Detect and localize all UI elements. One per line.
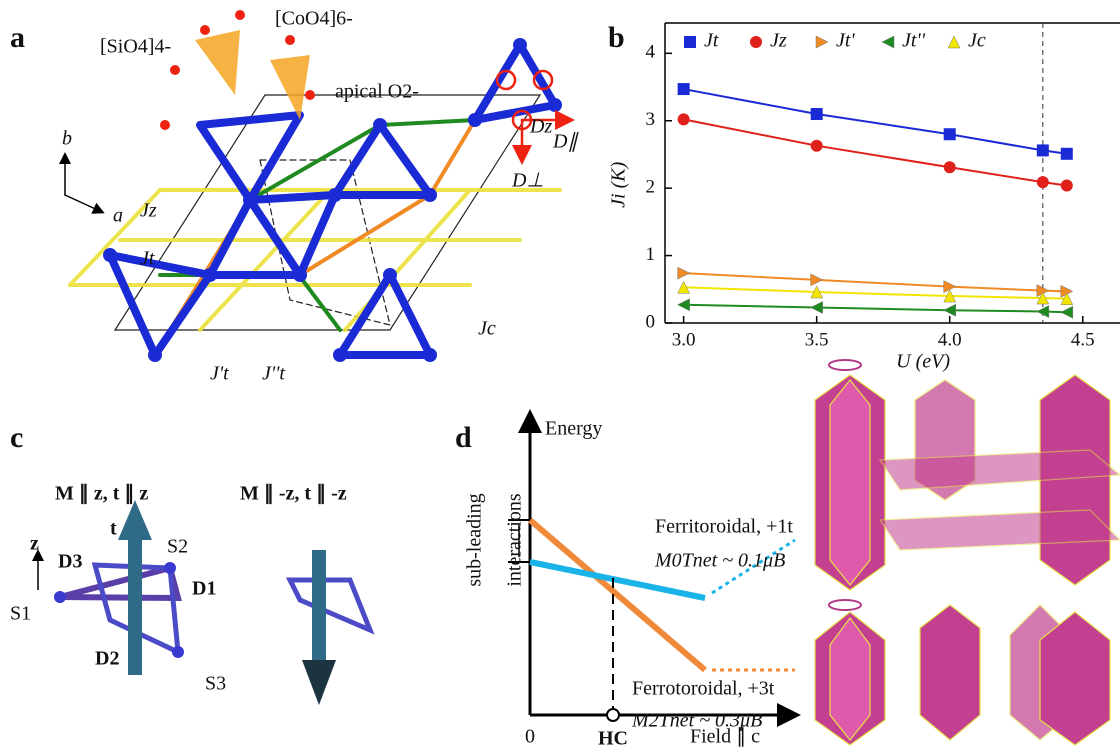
label: D3 [58, 551, 82, 573]
marker [810, 139, 823, 152]
x-tick-label: 3.0 [672, 329, 696, 350]
energy-diagram [508, 409, 801, 727]
marker [943, 128, 956, 141]
marker [810, 108, 823, 121]
label: S1 [10, 603, 31, 625]
y-tick-label: 4 [646, 42, 656, 63]
axis-label: a [113, 205, 123, 227]
legend-label: Jt [704, 30, 719, 52]
polyhedra [814, 359, 1120, 746]
marker [677, 280, 691, 294]
label: J't [210, 363, 229, 385]
label: apical O2- [335, 81, 419, 103]
x-tick-label: 3.5 [805, 329, 829, 350]
legend-marker [881, 35, 895, 49]
marker [1036, 305, 1050, 318]
label: Jt [140, 248, 155, 270]
label: [SiO4]4- [100, 36, 171, 58]
label: HC [598, 728, 628, 750]
label: 0 [525, 726, 535, 748]
panel-label: b [608, 21, 625, 54]
legend-marker [815, 35, 829, 49]
label: M2Tnet ~ 0.3μB [631, 710, 762, 732]
marker [1036, 176, 1049, 189]
label: M0Tnet ~ 0.1μB [654, 550, 785, 572]
marker [943, 289, 957, 303]
label: sub-leading [464, 493, 486, 586]
marker [677, 298, 690, 312]
marker [1036, 144, 1049, 157]
x-axis-label: U (eV) [896, 351, 950, 373]
label: D⊥ [511, 170, 544, 192]
y-tick-label: 0 [646, 311, 656, 332]
marker [943, 161, 956, 174]
label: D2 [95, 648, 119, 670]
x-tick-label: 4.5 [1071, 329, 1095, 350]
x-tick-label: 4.0 [938, 329, 962, 350]
marker [1060, 179, 1073, 192]
marker [1060, 292, 1074, 305]
panel-label: d [455, 421, 472, 454]
legend-marker [684, 36, 696, 48]
label: interactions [504, 493, 526, 587]
chart: 0 1 2 3 4 3.0 3.5 4.0 4.5 U (eV) Ji (K) Jt Jz Jt' Jt''… [608, 22, 1120, 373]
label: z [30, 533, 39, 555]
axis-label: Field ∥ c [690, 726, 760, 748]
label: M ∥ z, t ∥ z [55, 483, 148, 505]
series-line [683, 303, 1067, 314]
label: S3 [205, 673, 226, 695]
legend-label: Jt'' [902, 30, 926, 52]
marker [1060, 305, 1074, 319]
legend-label: Jc [968, 30, 986, 52]
legend-label: Jt' [836, 30, 855, 52]
lattice [59, 10, 575, 362]
label: S2 [167, 536, 188, 558]
marker [677, 83, 690, 96]
label: t [110, 518, 117, 540]
panel-label: c [10, 421, 23, 454]
axis-label: b [62, 128, 72, 150]
series-line [683, 118, 1067, 187]
legend-label: Jz [770, 30, 787, 52]
marker [810, 285, 824, 299]
label: [CoO4]6- [275, 8, 353, 30]
marker [677, 113, 690, 126]
y-axis-label: Ji (K) [608, 161, 630, 207]
panel-label: a [10, 21, 25, 54]
marker [810, 273, 824, 287]
y-tick-label: 3 [646, 109, 656, 130]
label: D∥ [552, 131, 579, 153]
marker [1060, 147, 1073, 160]
label: D1 [192, 578, 216, 600]
series-line [683, 88, 1067, 155]
marker [1036, 291, 1050, 305]
spin-diagram [32, 500, 375, 705]
label: J''t [262, 363, 285, 385]
y-tick-label: 1 [646, 244, 656, 265]
axis-label: Energy [545, 418, 602, 440]
label: Ferritoroidal, +1t [655, 516, 793, 538]
marker [943, 303, 956, 317]
label: Ferrotoroidal, +3t [632, 678, 775, 700]
label: Dz [529, 116, 552, 138]
legend-marker [750, 36, 762, 48]
label: M ∥ -z, t ∥ -z [240, 483, 347, 505]
y-tick-label: 2 [646, 177, 656, 198]
marker [810, 301, 823, 314]
label: Jz [140, 200, 157, 222]
legend-marker [947, 35, 961, 49]
label: Jc [478, 318, 496, 340]
marker [677, 266, 691, 280]
